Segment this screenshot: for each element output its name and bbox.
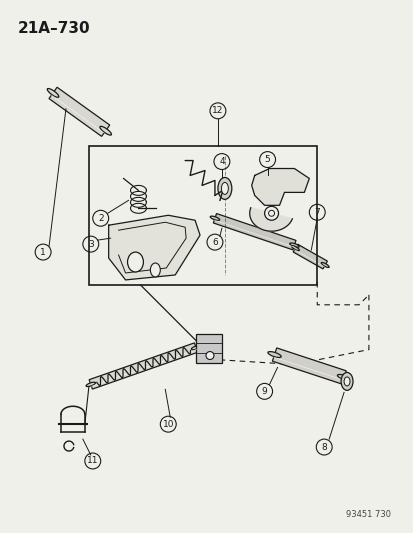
Text: 2: 2 xyxy=(97,214,103,223)
Ellipse shape xyxy=(340,373,352,390)
Text: 12: 12 xyxy=(212,106,223,115)
Ellipse shape xyxy=(217,177,231,199)
Ellipse shape xyxy=(127,252,143,272)
Polygon shape xyxy=(89,343,197,389)
Text: 7: 7 xyxy=(313,208,319,217)
Text: 4: 4 xyxy=(218,157,224,166)
Ellipse shape xyxy=(100,126,111,135)
Ellipse shape xyxy=(191,345,200,350)
Polygon shape xyxy=(213,214,295,250)
Circle shape xyxy=(264,206,278,220)
Text: 8: 8 xyxy=(320,442,326,451)
Ellipse shape xyxy=(289,243,299,247)
Text: 1: 1 xyxy=(40,247,46,256)
Ellipse shape xyxy=(343,377,349,386)
Text: 6: 6 xyxy=(211,238,217,247)
Text: 5: 5 xyxy=(264,155,270,164)
Bar xyxy=(196,334,221,364)
Circle shape xyxy=(268,211,274,216)
Ellipse shape xyxy=(291,246,299,251)
Polygon shape xyxy=(108,215,199,280)
Ellipse shape xyxy=(267,352,280,358)
Ellipse shape xyxy=(47,88,59,98)
Bar xyxy=(88,146,316,285)
Text: 3: 3 xyxy=(88,240,93,248)
Ellipse shape xyxy=(320,263,328,268)
Polygon shape xyxy=(272,348,345,384)
Ellipse shape xyxy=(86,382,95,386)
Polygon shape xyxy=(249,208,292,231)
Text: 93451 730: 93451 730 xyxy=(345,510,390,519)
Polygon shape xyxy=(251,168,309,205)
Ellipse shape xyxy=(337,375,350,381)
Text: 10: 10 xyxy=(162,419,173,429)
Text: 21A–730: 21A–730 xyxy=(17,21,90,36)
Text: 11: 11 xyxy=(87,456,98,465)
Ellipse shape xyxy=(150,263,160,277)
Polygon shape xyxy=(292,244,327,269)
Text: 9: 9 xyxy=(261,387,267,396)
Circle shape xyxy=(206,352,214,360)
Ellipse shape xyxy=(210,216,219,220)
Polygon shape xyxy=(49,87,109,136)
Ellipse shape xyxy=(221,182,228,195)
